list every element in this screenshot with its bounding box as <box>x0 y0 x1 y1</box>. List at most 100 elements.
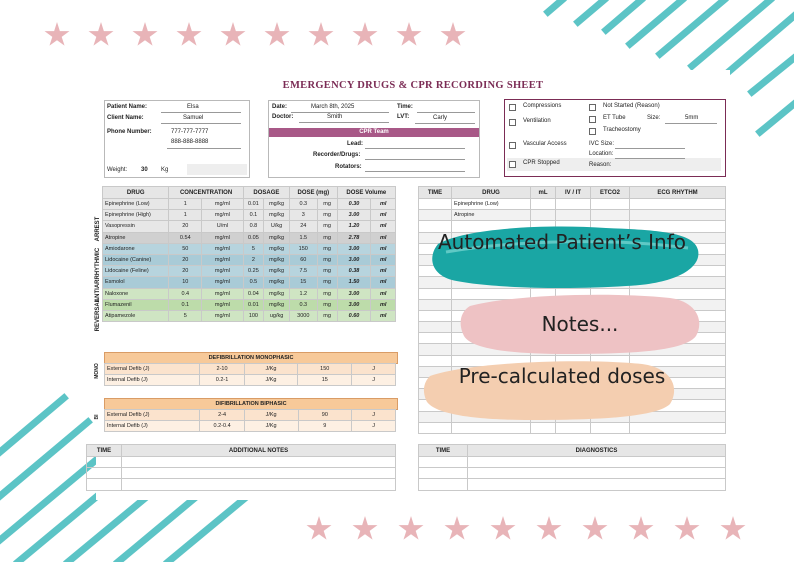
defib-cell-value-u: J <box>351 420 396 433</box>
log-cell[interactable] <box>530 209 556 222</box>
drug-cell-vol: 2.78 <box>336 231 372 244</box>
teal-overlay-text: Automated Patient’s Info <box>438 230 686 254</box>
log-cell[interactable] <box>590 209 630 222</box>
drug-cell-drug: Atipamezole <box>101 309 170 323</box>
drug-cell-dose-u: mg/kg <box>263 197 291 211</box>
drug-cell-conc-u: mg/ml <box>201 209 244 222</box>
log-cell[interactable] <box>418 321 452 334</box>
blank-cell[interactable] <box>121 478 396 491</box>
log-cell[interactable] <box>530 197 556 211</box>
header-concentration: CONCENTRATION <box>168 186 244 199</box>
blank-cell[interactable] <box>418 455 468 469</box>
drug-cell-drug: Lidocaine (Canine) <box>101 253 170 267</box>
drug-cell-dose-u: mg/kg <box>263 265 291 278</box>
defib-cell-unit: J/Kg <box>243 408 299 422</box>
blank-cell[interactable] <box>418 467 468 480</box>
drug-row: Epinephrine (High) 1 mg/ml 0.1 mg/kg 3 mg 3.00 m… <box>101 209 396 222</box>
size-value[interactable]: 5mm <box>685 115 699 121</box>
log-cell[interactable] <box>418 332 452 345</box>
log-cell[interactable] <box>629 421 726 434</box>
drug-row: Vasopressin 20 U/ml 0.8 U/kg 24 mg 1.20 ml <box>101 220 396 233</box>
blank-row[interactable] <box>86 467 396 480</box>
et-tube-checkbox[interactable] <box>589 116 596 123</box>
drug-cell-mg: 7.5 <box>289 265 318 278</box>
log-row[interactable] <box>418 421 726 434</box>
log-cell[interactable] <box>418 209 452 222</box>
diagnostics-header-time: TIME <box>418 444 468 457</box>
log-cell[interactable] <box>590 197 630 211</box>
compressions-checkbox[interactable] <box>509 104 516 111</box>
blank-cell[interactable] <box>86 467 122 480</box>
log-cell[interactable] <box>418 197 452 211</box>
log-cell[interactable] <box>629 209 726 222</box>
blank-cell[interactable] <box>121 467 396 480</box>
weight-value[interactable]: 30 <box>141 167 148 173</box>
lvt-value[interactable]: Carly <box>433 115 448 121</box>
drug-cell-conc: 5 <box>168 309 203 323</box>
phone-value-2[interactable]: 888-888-8888 <box>171 139 209 145</box>
log-cell[interactable] <box>555 209 591 222</box>
defib-mono-section: MONO DEFIBRILLATION MONOPHASIC External … <box>94 352 398 388</box>
doctor-value[interactable]: Smith <box>327 114 343 120</box>
visit-info-box: Date: March 8th, 2025 Time: Doctor: Smit… <box>268 100 480 178</box>
log-cell[interactable] <box>418 421 452 434</box>
log-row[interactable]: Epinephrine (Low) <box>418 197 726 211</box>
drug-cell-dose: 5 <box>242 242 265 255</box>
log-cell[interactable] <box>418 309 452 323</box>
drug-cell-mg-u: mg <box>316 197 338 211</box>
patient-name-value[interactable]: Elsa <box>187 104 199 110</box>
not-started-checkbox[interactable] <box>589 104 596 111</box>
log-row[interactable]: Atropine <box>418 209 726 222</box>
log-cell[interactable] <box>555 197 591 211</box>
ventilation-checkbox[interactable] <box>509 119 516 126</box>
log-cell[interactable] <box>629 197 726 211</box>
log-cell[interactable] <box>590 421 630 434</box>
log-cell[interactable]: Epinephrine (Low) <box>451 197 531 211</box>
drug-cell-drug: Atropine <box>101 231 170 244</box>
vascular-access-checkbox[interactable] <box>509 142 516 149</box>
drug-row: Amiodarone 50 mg/ml 5 mg/kg 150 mg 3.00 ml <box>101 242 396 255</box>
defib-cell-value: 90 <box>297 408 353 422</box>
header-dose-volume: DOSE Volume <box>336 186 397 199</box>
log-cell[interactable] <box>418 298 452 311</box>
blank-cell[interactable] <box>86 478 122 491</box>
not-started-label: Not Started (Reason) <box>603 103 660 109</box>
drug-cell-vol-u: ml <box>370 197 396 211</box>
blank-row[interactable] <box>418 455 726 469</box>
drug-cell-conc-u: mg/ml <box>201 287 244 300</box>
log-cell[interactable] <box>418 343 452 356</box>
drug-cell-vol-u: ml <box>370 231 396 244</box>
blank-cell[interactable] <box>121 455 396 469</box>
client-name-value[interactable]: Samuel <box>183 115 204 121</box>
drug-cell-vol: 3.00 <box>336 242 372 255</box>
blank-cell[interactable] <box>418 478 468 491</box>
drug-cell-vol: 3.00 <box>336 253 372 267</box>
blank-row[interactable] <box>418 467 726 480</box>
drug-cell-conc-u: mg/ml <box>201 265 244 278</box>
cpr-stopped-checkbox[interactable] <box>509 161 516 168</box>
tracheostomy-checkbox[interactable] <box>589 128 596 135</box>
defib-cell-unit: J/Kg <box>243 374 299 387</box>
blank-row[interactable] <box>418 478 726 491</box>
group-bi: BI <box>94 414 100 420</box>
log-cell[interactable] <box>530 421 556 434</box>
date-value[interactable]: March 8th, 2025 <box>311 104 355 110</box>
log-cell[interactable] <box>555 421 591 434</box>
blank-cell[interactable] <box>86 455 122 469</box>
drug-cell-conc-u: mg/ml <box>201 309 244 323</box>
phone-value-1[interactable]: 777-777-7777 <box>171 129 209 135</box>
log-cell[interactable] <box>451 421 531 434</box>
blank-row[interactable] <box>86 478 396 491</box>
drug-cell-conc: 20 <box>168 265 203 278</box>
blank-cell[interactable] <box>467 478 726 491</box>
drug-cell-dose: 0.5 <box>242 276 265 289</box>
blank-cell[interactable] <box>467 467 726 480</box>
drug-cell-vol-u: ml <box>370 298 396 311</box>
log-cell[interactable]: Atropine <box>451 209 531 222</box>
blank-row[interactable] <box>86 455 396 469</box>
drug-cell-vol: 1.50 <box>336 276 372 289</box>
drug-cell-conc: 20 <box>168 220 203 233</box>
log-cell[interactable] <box>629 220 726 233</box>
defib-cell-value: 150 <box>297 362 353 376</box>
blank-cell[interactable] <box>467 455 726 469</box>
